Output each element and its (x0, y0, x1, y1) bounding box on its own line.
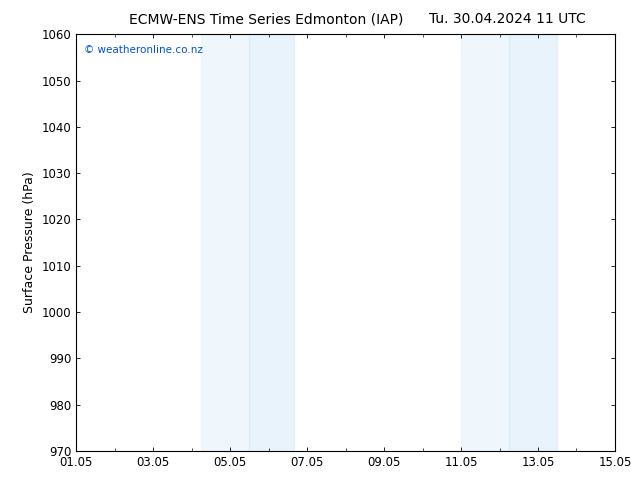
Bar (509, 34, 557, 451)
Bar (201, 34, 249, 451)
Text: Tu. 30.04.2024 11 UTC: Tu. 30.04.2024 11 UTC (429, 12, 586, 26)
Bar (461, 34, 509, 451)
Bar (249, 34, 294, 451)
Text: ECMW-ENS Time Series Edmonton (IAP): ECMW-ENS Time Series Edmonton (IAP) (129, 12, 403, 26)
Text: © weatheronline.co.nz: © weatheronline.co.nz (84, 45, 203, 55)
Y-axis label: Surface Pressure (hPa): Surface Pressure (hPa) (23, 172, 36, 314)
